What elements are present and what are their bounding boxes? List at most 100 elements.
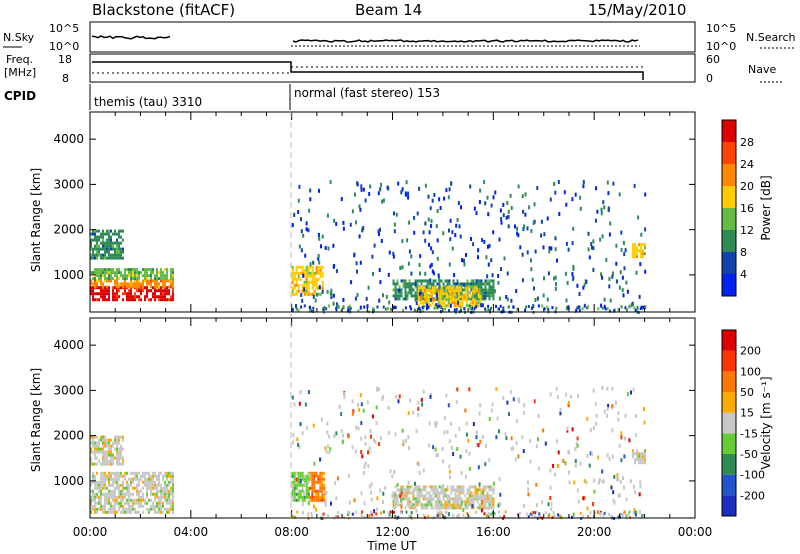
data-cell	[497, 503, 500, 508]
data-cell	[116, 274, 118, 278]
data-cell	[632, 243, 634, 247]
data-cell	[392, 506, 395, 510]
data-cell	[490, 203, 493, 208]
data-cell	[473, 294, 476, 299]
data-cell	[640, 249, 642, 253]
data-cell	[514, 224, 516, 229]
data-cell	[106, 459, 108, 463]
data-cell	[295, 304, 297, 308]
data-cell	[618, 285, 621, 290]
data-cell	[106, 441, 108, 445]
data-cell	[305, 477, 308, 481]
data-cell	[419, 254, 422, 259]
data-cell	[635, 510, 638, 514]
data-cell	[453, 301, 456, 305]
data-cell	[446, 288, 449, 292]
data-cell	[421, 286, 424, 290]
data-cell	[90, 232, 92, 236]
data-cell	[446, 506, 449, 510]
data-cell	[162, 285, 164, 289]
data-cell	[130, 279, 132, 283]
data-cell	[322, 490, 325, 495]
data-cell	[473, 307, 476, 311]
data-cell	[521, 435, 524, 440]
data-cell	[393, 469, 396, 474]
data-cell	[458, 485, 461, 489]
data-cell	[156, 489, 158, 493]
data-cell	[98, 441, 100, 445]
data-cell	[90, 238, 92, 242]
data-cell	[400, 511, 403, 515]
colorbar-tick-label: 50	[740, 386, 754, 399]
scatter-region	[90, 286, 174, 302]
data-cell	[90, 253, 92, 257]
data-cell	[416, 485, 419, 489]
data-cell	[108, 477, 110, 481]
data-cell	[484, 503, 487, 507]
data-cell	[116, 292, 118, 296]
data-cell	[463, 295, 466, 299]
data-cell	[372, 438, 375, 443]
data-cell	[368, 192, 371, 196]
data-cell	[435, 506, 438, 511]
data-cell	[537, 437, 539, 442]
data-cell	[405, 510, 408, 514]
data-cell	[533, 399, 536, 404]
data-cell	[398, 291, 401, 295]
data-cell	[116, 474, 118, 478]
data-cell	[465, 253, 467, 257]
data-cell	[454, 497, 457, 501]
data-cell	[130, 277, 132, 281]
nsearch-label: N.Search	[746, 31, 796, 44]
y-tick-label: 2000	[53, 429, 84, 443]
data-cell	[313, 498, 316, 502]
scatter-region	[291, 471, 310, 502]
data-cell	[102, 232, 104, 236]
data-cell	[500, 220, 503, 225]
data-cell	[396, 288, 399, 292]
data-cell	[96, 501, 98, 505]
data-cell	[301, 474, 304, 478]
data-cell	[118, 268, 120, 272]
data-cell	[291, 277, 294, 281]
data-cell	[479, 292, 482, 296]
data-cell	[579, 512, 582, 515]
data-cell	[639, 484, 642, 489]
data-cell	[136, 474, 138, 478]
data-cell	[128, 504, 130, 508]
data-cell	[436, 514, 439, 518]
data-cell	[132, 268, 134, 272]
data-cell	[468, 488, 471, 492]
data-cell	[475, 430, 478, 435]
data-cell	[410, 271, 413, 276]
data-cell	[408, 488, 411, 492]
data-cell	[393, 211, 395, 216]
data-cell	[363, 501, 366, 506]
data-cell	[574, 447, 577, 452]
data-cell	[433, 306, 436, 310]
data-cell	[120, 492, 122, 496]
data-cell	[319, 477, 322, 481]
data-cell	[633, 508, 636, 513]
data-cell	[324, 246, 327, 250]
data-cell	[118, 256, 120, 260]
data-cell	[439, 304, 442, 308]
data-cell	[528, 205, 531, 210]
colorbar-swatch	[722, 454, 736, 475]
data-cell	[106, 279, 108, 283]
data-cell	[547, 308, 550, 312]
data-cell	[102, 268, 104, 272]
data-cell	[408, 285, 411, 289]
data-cell	[436, 511, 439, 515]
data-cell	[440, 500, 443, 504]
data-cell	[152, 483, 154, 487]
data-cell	[160, 279, 162, 283]
data-cell	[152, 474, 154, 478]
data-cell	[470, 297, 473, 301]
data-cell	[639, 457, 642, 462]
data-cell	[298, 401, 301, 406]
data-cell	[471, 304, 474, 308]
data-cell	[610, 485, 613, 490]
data-cell	[595, 421, 598, 426]
